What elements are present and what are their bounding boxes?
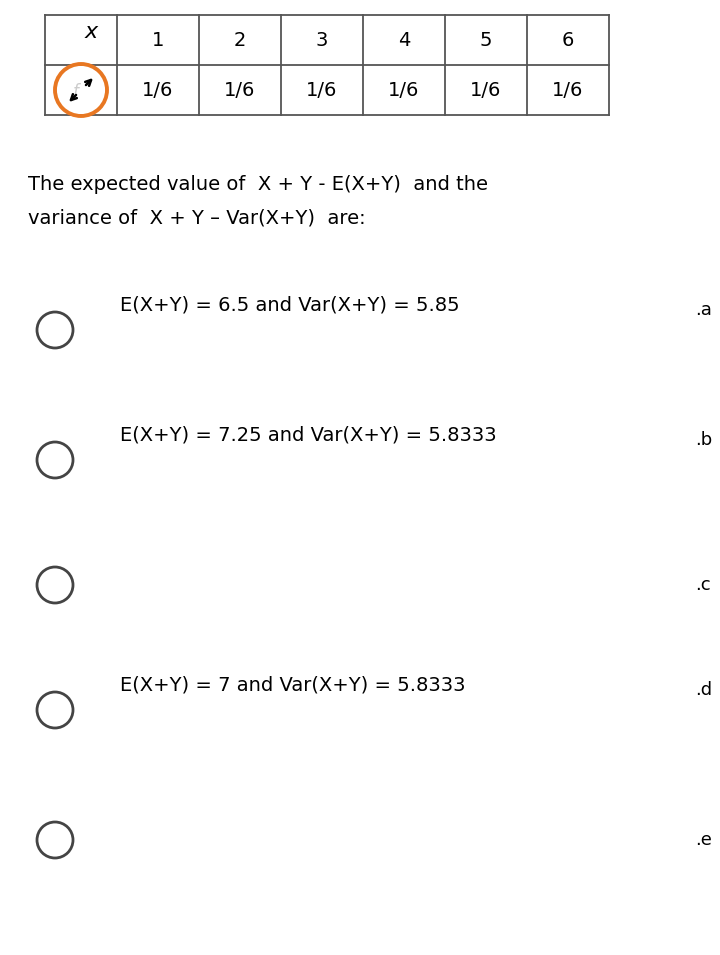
Text: 3: 3 <box>316 31 328 50</box>
Text: 1/6: 1/6 <box>306 80 338 99</box>
Text: variance of  X + Y – Var(X+Y)  are:: variance of X + Y – Var(X+Y) are: <box>28 208 366 227</box>
Text: 1: 1 <box>152 31 164 50</box>
Text: E(X+Y) = 7.25 and Var(X+Y) = 5.8333: E(X+Y) = 7.25 and Var(X+Y) = 5.8333 <box>120 426 497 444</box>
Text: f: f <box>73 83 79 101</box>
Text: 2: 2 <box>234 31 246 50</box>
Text: The expected value of  X + Y - E(X+Y)  and the: The expected value of X + Y - E(X+Y) and… <box>28 176 488 195</box>
Text: 1/6: 1/6 <box>470 80 502 99</box>
Text: .d: .d <box>695 681 712 699</box>
Text: x: x <box>84 22 98 42</box>
Text: 1/6: 1/6 <box>552 80 584 99</box>
Text: 1/6: 1/6 <box>388 80 420 99</box>
Text: .c: .c <box>695 576 711 594</box>
Text: E(X+Y) = 7 and Var(X+Y) = 5.8333: E(X+Y) = 7 and Var(X+Y) = 5.8333 <box>120 675 466 694</box>
Text: 5: 5 <box>480 31 492 50</box>
Text: 4: 4 <box>398 31 410 50</box>
Text: .b: .b <box>695 431 712 449</box>
Text: 1/6: 1/6 <box>225 80 256 99</box>
Text: 6: 6 <box>562 31 574 50</box>
Text: 1/6: 1/6 <box>143 80 174 99</box>
Text: E(X+Y) = 6.5 and Var(X+Y) = 5.85: E(X+Y) = 6.5 and Var(X+Y) = 5.85 <box>120 295 459 314</box>
Text: .a: .a <box>695 301 712 319</box>
Text: .e: .e <box>695 831 712 849</box>
